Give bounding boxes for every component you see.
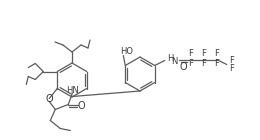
Text: O: O	[77, 101, 85, 111]
Text: F: F	[201, 49, 206, 58]
Text: HO: HO	[120, 47, 133, 56]
Text: F: F	[229, 56, 234, 65]
Text: N: N	[172, 57, 178, 66]
Text: F: F	[229, 64, 234, 73]
Text: F: F	[188, 59, 193, 68]
Text: O: O	[46, 94, 53, 103]
Text: F: F	[188, 49, 193, 58]
Text: F: F	[214, 59, 219, 68]
Text: HN: HN	[66, 86, 79, 95]
Text: O: O	[180, 61, 187, 72]
Text: F: F	[214, 49, 219, 58]
Text: H: H	[167, 54, 174, 63]
Text: F: F	[201, 59, 206, 68]
